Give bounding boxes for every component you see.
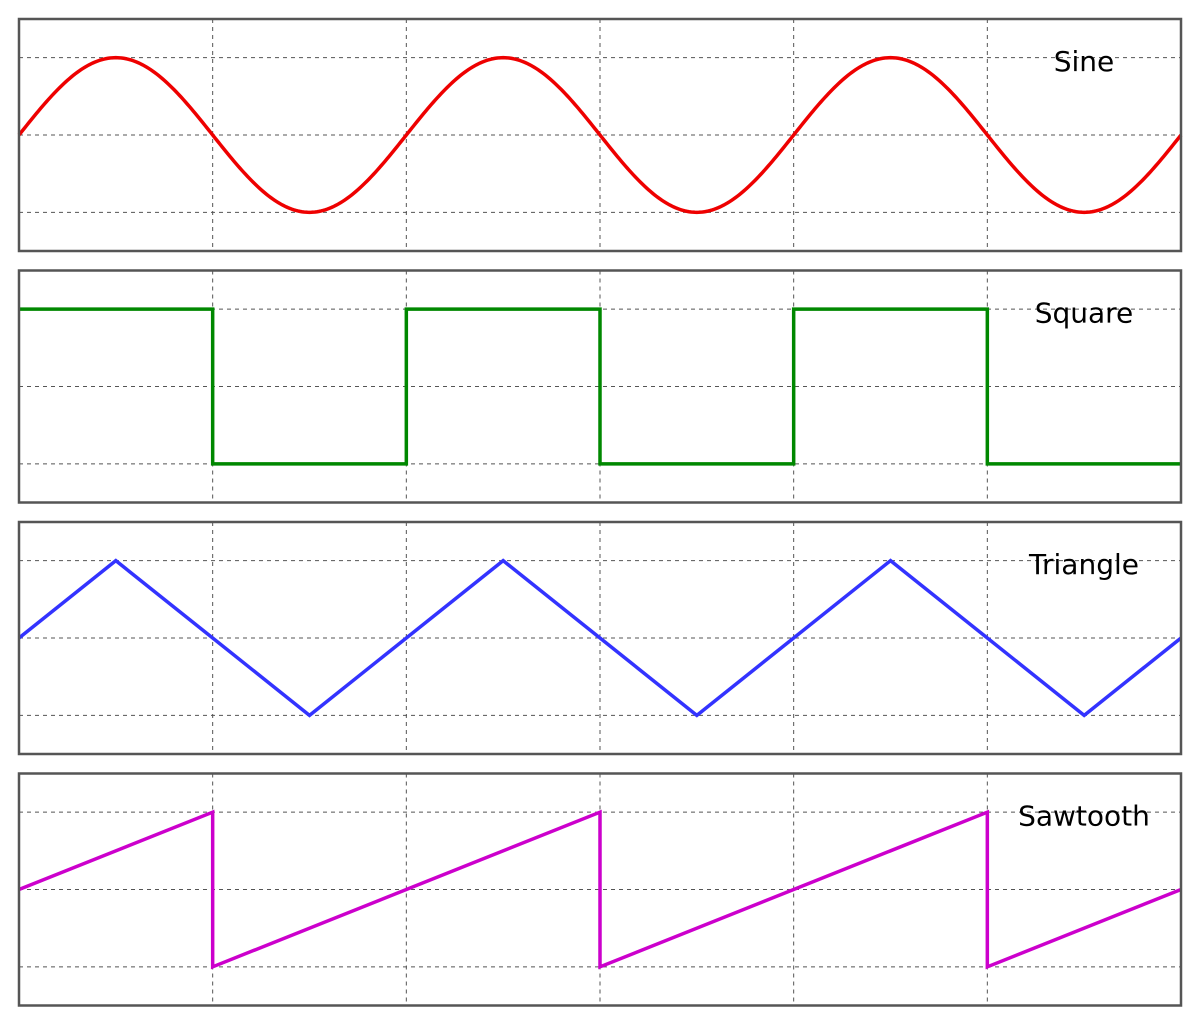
panel-frame <box>17 772 1183 1007</box>
panel-frame <box>17 520 1183 756</box>
panel-title: Sawtooth <box>1018 800 1150 833</box>
panel-title: Triangle <box>1028 548 1139 581</box>
panel-frame <box>17 17 1183 253</box>
square-series-line <box>19 307 1181 466</box>
panel-sine: Sine <box>17 17 1183 253</box>
panel-triangle: Triangle <box>17 520 1183 756</box>
panel-square: Square <box>17 269 1183 504</box>
panel-title: Square <box>1035 297 1134 330</box>
sine-series-line <box>17 55 1183 215</box>
sawtooth-series-line <box>18 809 1182 970</box>
triangle-series-line <box>17 558 1183 718</box>
panel-frame <box>17 269 1183 504</box>
panel-title: Sine <box>1054 45 1115 78</box>
panel-sawtooth: Sawtooth <box>17 772 1183 1007</box>
